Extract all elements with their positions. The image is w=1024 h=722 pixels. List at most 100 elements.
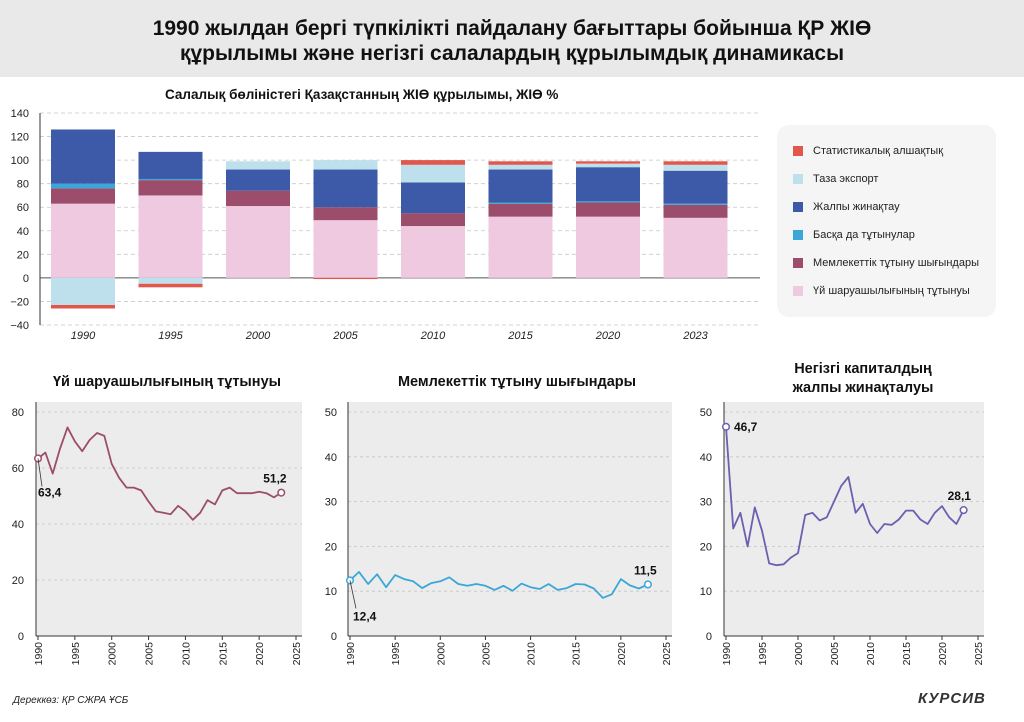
bar-segment	[663, 204, 728, 218]
x-tick-label: 2005	[480, 642, 492, 666]
y-tick-label: 0	[706, 631, 712, 643]
annotation-label: 46,7	[734, 420, 758, 434]
bar-segment	[226, 206, 290, 278]
annotation-leader	[37, 458, 43, 487]
bar-x-tick-label: 2020	[595, 330, 621, 342]
x-tick-label: 1990	[345, 642, 357, 666]
series-line	[37, 426, 282, 521]
household-chart-title: Үй шаруашылығының тұтынуы	[40, 370, 294, 395]
capital-chart-title-line-2: жалпы жинақталуы	[792, 380, 934, 396]
annotation-marker	[721, 422, 731, 431]
y-tick-label: 40	[700, 452, 712, 464]
series-line	[725, 426, 965, 567]
capital-chart-title-line-1: Негізгі капиталдың	[794, 361, 932, 377]
bar-segment	[401, 226, 465, 278]
bar-segment	[226, 161, 290, 170]
legend-label-net-export: Таза экспорт	[813, 173, 879, 185]
y-tick-label: 60	[12, 463, 24, 475]
x-tick-label: 2015	[217, 642, 229, 666]
legend-swatch-gross-accumulation	[793, 202, 803, 212]
legend-swatch-discrepancy	[793, 146, 803, 156]
y-tick-label: 0	[331, 631, 337, 643]
legend-item-household: Үй шаруашылығының тұтынуы	[793, 283, 970, 299]
y-tick-label: 40	[325, 452, 337, 464]
y-tick-label: 20	[700, 541, 712, 553]
x-tick-label: 1990	[33, 642, 45, 666]
bar-x-tick-label: 2000	[245, 330, 271, 342]
bar-segment	[663, 164, 728, 171]
y-tick-label: 20	[325, 541, 337, 553]
legend-swatch-government	[793, 258, 803, 268]
bar-y-tick-label: 40	[17, 226, 29, 238]
y-tick-label: 30	[700, 497, 712, 509]
bar-y-tick-label: 140	[11, 108, 29, 120]
series-line	[349, 570, 649, 599]
x-tick-label: 1995	[757, 642, 769, 666]
x-tick-label: 2020	[937, 642, 949, 666]
legend-swatch-net-export	[793, 174, 803, 184]
bar-segment	[51, 304, 115, 309]
capital-accumulation-line-chart: 0 10 20 30 40 50 1990 1995 2000 2005 2010 2015 2020 2…	[700, 402, 985, 666]
bar-segment	[576, 163, 640, 168]
y-tick-label: 20	[12, 575, 24, 587]
bar-x-tick-label: 2023	[682, 330, 708, 342]
y-tick-label: 50	[325, 407, 337, 419]
x-tick-label: 1995	[390, 642, 402, 666]
bar-segment	[576, 201, 640, 203]
bar-segment	[313, 160, 378, 170]
bar-segment	[663, 203, 728, 205]
bar-segment	[576, 216, 640, 278]
bar-y-tick-label: 20	[17, 249, 29, 261]
y-tick-label: 10	[700, 586, 712, 598]
annotation-label: 12,4	[353, 609, 377, 623]
x-tick-label: 2020	[254, 642, 266, 666]
x-tick-label: 2025	[661, 642, 673, 666]
y-tick-label: 50	[700, 407, 712, 419]
bar-y-tick-label: −40	[10, 320, 29, 332]
capital-chart-title: Негізгі капиталдың жалпы жинақталуы	[770, 357, 956, 401]
bar-segment	[51, 277, 115, 305]
legend-label-discrepancy: Статистикалық алшақтық	[813, 145, 944, 157]
bar-segment	[576, 202, 640, 217]
legend-label-household: Үй шаруашылығының тұтынуы	[813, 285, 970, 297]
x-tick-label: 2005	[829, 642, 841, 666]
bar-segment	[138, 195, 203, 278]
x-tick-label: 2000	[435, 642, 447, 666]
x-tick-label: 2010	[865, 642, 877, 666]
bar-segment	[488, 161, 553, 165]
annotation-marker	[277, 488, 286, 497]
bar-segment	[488, 164, 553, 170]
bar-segment	[488, 216, 553, 278]
bar-segment	[138, 277, 203, 284]
brand-logo: КУРСИВ	[918, 690, 986, 707]
bar-segment	[401, 164, 465, 183]
bar-segment	[138, 180, 203, 196]
bar-segment	[138, 151, 203, 179]
legend-label-government: Мемлекеттік тұтыну шығындары	[813, 257, 979, 269]
bar-y-tick-label: 0	[23, 273, 29, 285]
legend-item-net-export: Таза экспорт	[793, 171, 878, 187]
annotation-label: 51,2	[263, 472, 287, 486]
bar-segment	[401, 182, 465, 214]
bar-x-tick-label: 1995	[158, 330, 183, 342]
x-tick-label: 1995	[70, 642, 82, 666]
bar-x-tick-label: 1990	[71, 330, 96, 342]
x-tick-label: 2015	[571, 642, 583, 666]
bar-segment	[313, 277, 378, 280]
household-consumption-line-chart: 0 20 40 60 80 1990 1995 2000 2005 2010 2015 2020 202…	[12, 402, 303, 666]
annotation-label: 11,5	[634, 563, 657, 577]
legend-item-government: Мемлекеттік тұтыну шығындары	[793, 255, 979, 271]
bar-y-tick-label: 60	[17, 202, 29, 214]
bar-y-tick-label: −20	[10, 296, 29, 308]
legend-label-other-consumers: Басқа да тұтынулар	[813, 229, 915, 241]
bar-segment	[488, 203, 553, 217]
legend-swatch-other-consumers	[793, 230, 803, 240]
plot-background	[348, 402, 672, 636]
bar-x-tick-label: 2010	[420, 330, 446, 342]
x-tick-label: 2025	[291, 642, 303, 666]
government-chart-title: Мемлекеттік тұтыну шығындары	[380, 370, 654, 395]
bar-segment	[663, 170, 728, 204]
bar-segment	[576, 167, 640, 202]
bar-segment	[663, 161, 728, 165]
bar-segment	[138, 178, 203, 181]
